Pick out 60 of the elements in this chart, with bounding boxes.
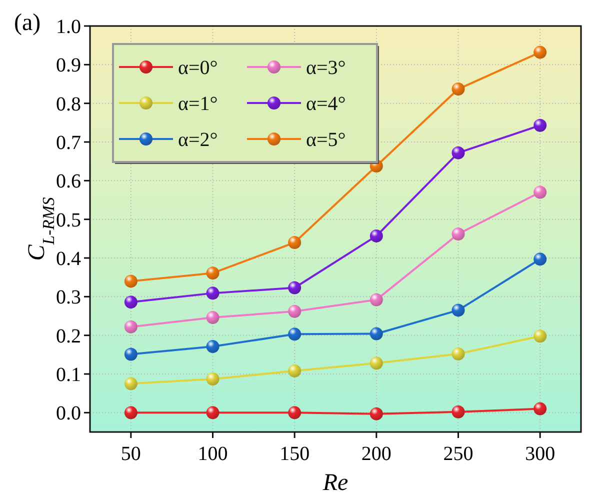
y-tick-label: 1.0 xyxy=(56,16,81,38)
point xyxy=(452,82,465,96)
point xyxy=(288,236,302,250)
point xyxy=(452,228,465,241)
y-tick-label: 0.1 xyxy=(56,364,81,386)
point xyxy=(206,406,220,420)
point xyxy=(124,377,138,390)
legend-label: α=4° xyxy=(306,93,346,115)
x-tick-label: 250 xyxy=(443,443,474,465)
point xyxy=(124,320,138,334)
y-tick-label: 0.3 xyxy=(56,286,81,309)
point xyxy=(288,406,302,420)
point xyxy=(288,364,302,378)
y-tick-label: 0.9 xyxy=(56,54,81,77)
point xyxy=(534,252,547,266)
point xyxy=(206,286,220,300)
point xyxy=(288,328,302,341)
point xyxy=(534,402,547,416)
y-tick-label: 0.5 xyxy=(56,209,81,232)
point xyxy=(452,347,465,360)
point xyxy=(370,293,383,306)
point xyxy=(452,304,465,317)
point xyxy=(534,118,547,132)
y-tick-label: 0.2 xyxy=(56,325,81,348)
point xyxy=(124,274,138,288)
point xyxy=(206,266,220,280)
point xyxy=(124,406,138,420)
point xyxy=(452,405,465,418)
y-tick-label: 0.4 xyxy=(56,248,81,270)
x-tick-label: 50 xyxy=(120,443,141,465)
point xyxy=(370,327,383,340)
x-tick-label: 150 xyxy=(280,443,310,465)
legend-label: α=5° xyxy=(306,129,346,151)
point xyxy=(534,330,547,343)
legend-label: α=2° xyxy=(178,129,218,151)
point xyxy=(370,356,383,370)
y-tick-label: 0.8 xyxy=(56,93,81,116)
point xyxy=(206,311,220,324)
y-tick-label: 0.7 xyxy=(56,132,81,154)
x-tick-label: 300 xyxy=(525,443,556,465)
legend-label: α=3° xyxy=(306,57,346,79)
point xyxy=(452,146,465,160)
point xyxy=(288,304,302,318)
x-tick-label: 200 xyxy=(361,443,392,465)
point xyxy=(206,372,220,386)
x-axis-title: Re xyxy=(322,470,349,496)
y-tick-label: 0.0 xyxy=(56,402,81,425)
point xyxy=(124,348,138,361)
x-tick-label: 100 xyxy=(198,443,228,465)
legend-label: α=1° xyxy=(178,93,218,115)
point xyxy=(534,186,547,199)
y-tick-label: 0.6 xyxy=(56,170,81,193)
point xyxy=(288,281,302,294)
point xyxy=(370,229,383,242)
point xyxy=(534,46,547,59)
point xyxy=(206,340,220,354)
point xyxy=(124,296,138,309)
legend-label: α=0° xyxy=(178,57,218,79)
chart-title: (a) xyxy=(14,10,41,36)
point xyxy=(370,407,383,420)
